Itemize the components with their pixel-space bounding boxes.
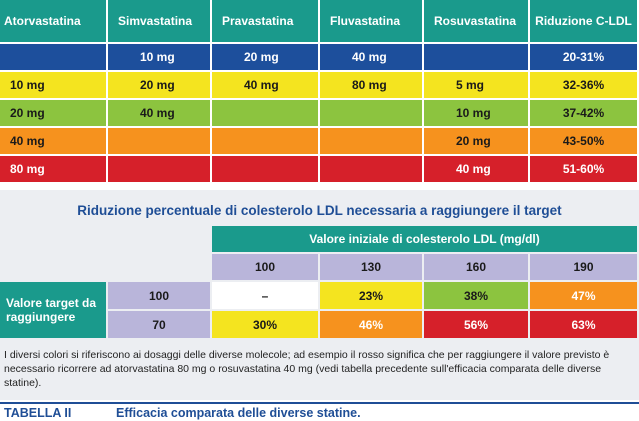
initial-value: 160: [424, 254, 528, 280]
table-cell: 32-36%: [530, 72, 637, 98]
target-value: 100: [108, 282, 210, 309]
table-cell: 20 mg: [424, 128, 528, 154]
reduction-cell: 46%: [320, 311, 422, 338]
table-cell: 10 mg: [108, 44, 210, 70]
table-cell: 51-60%: [530, 156, 637, 182]
reduction-cell: 23%: [320, 282, 422, 309]
initial-value: 130: [320, 254, 422, 280]
table-cell: 10 mg: [424, 100, 528, 126]
initial-value: 190: [530, 254, 637, 280]
table-title: Riduzione percentuale di colesterolo LDL…: [77, 203, 562, 218]
table-cell: [212, 128, 318, 154]
table-cell: 40 mg: [108, 100, 210, 126]
table-cell: 20 mg: [212, 44, 318, 70]
header-cell: Simvastatina: [108, 0, 210, 42]
reduction-cell: 30%: [212, 311, 318, 338]
table-cell: 80 mg: [0, 156, 106, 182]
reduction-cell: –: [212, 282, 318, 309]
table-cell: [320, 128, 422, 154]
caption-text: Efficacia comparata delle diverse statin…: [116, 406, 361, 420]
caption-label: TABELLA II: [4, 406, 72, 420]
table-cell: 5 mg: [424, 72, 528, 98]
initial-value: 100: [212, 254, 318, 280]
table-cell: 20 mg: [0, 100, 106, 126]
table-cell: [320, 100, 422, 126]
table-cell: 80 mg: [320, 72, 422, 98]
table-cell: 20 mg: [108, 72, 210, 98]
caption-rule: [0, 402, 639, 404]
table-cell: [212, 156, 318, 182]
table-cell: [212, 100, 318, 126]
header-cell: Fluvastatina: [320, 0, 422, 42]
footnote: I diversi colori si riferiscono ai dosag…: [4, 349, 610, 389]
reduction-cell: 38%: [424, 282, 528, 309]
reduction-cell: 56%: [424, 311, 528, 338]
table-cell: [108, 156, 210, 182]
table-cell: 40 mg: [320, 44, 422, 70]
header-cell: Rosuvastatina: [424, 0, 528, 42]
header-cell: Atorvastatina: [0, 0, 106, 42]
table-cell: 43-50%: [530, 128, 637, 154]
table-cell: 40 mg: [424, 156, 528, 182]
table-cell: [108, 128, 210, 154]
table-cell: 10 mg: [0, 72, 106, 98]
table-cell: [0, 44, 106, 70]
table-cell: 20-31%: [530, 44, 637, 70]
column-header: Valore iniziale di colesterolo LDL (mg/d…: [212, 226, 637, 252]
table-cell: [320, 156, 422, 182]
target-value: 70: [108, 311, 210, 338]
header-cell: Pravastatina: [212, 0, 318, 42]
table-cell: 37-42%: [530, 100, 637, 126]
reduction-cell: 47%: [530, 282, 637, 309]
table-cell: 40 mg: [0, 128, 106, 154]
reduction-cell: 63%: [530, 311, 637, 338]
table-cell: 40 mg: [212, 72, 318, 98]
row-header: Valore target da raggiungere: [0, 282, 106, 338]
header-cell: Riduzione C-LDL: [530, 0, 637, 42]
table-cell: [424, 44, 528, 70]
